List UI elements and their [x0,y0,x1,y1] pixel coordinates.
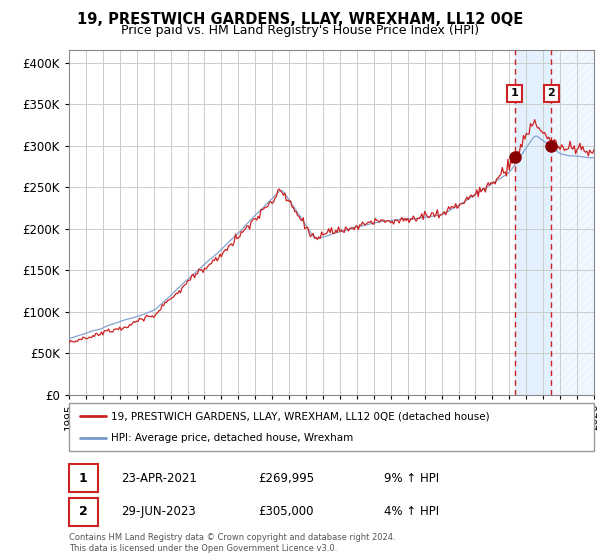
Text: 19, PRESTWICH GARDENS, LLAY, WREXHAM, LL12 0QE (detached house): 19, PRESTWICH GARDENS, LLAY, WREXHAM, LL… [111,411,490,421]
Text: Price paid vs. HM Land Registry's House Price Index (HPI): Price paid vs. HM Land Registry's House … [121,24,479,36]
Text: 4% ↑ HPI: 4% ↑ HPI [384,505,439,519]
Bar [515,50,551,395]
Text: 23-APR-2021: 23-APR-2021 [121,472,197,485]
Text: 2: 2 [548,88,556,99]
Text: 29-JUN-2023: 29-JUN-2023 [121,505,196,519]
Text: 2: 2 [79,505,88,519]
Text: 19, PRESTWICH GARDENS, LLAY, WREXHAM, LL12 0QE: 19, PRESTWICH GARDENS, LLAY, WREXHAM, LL… [77,12,523,27]
Text: Contains HM Land Registry data © Crown copyright and database right 2024.
This d: Contains HM Land Registry data © Crown c… [69,533,395,553]
Text: 1: 1 [511,88,518,99]
Text: £305,000: £305,000 [258,505,314,519]
Bar [551,50,600,395]
FancyBboxPatch shape [69,498,98,526]
Text: HPI: Average price, detached house, Wrexham: HPI: Average price, detached house, Wrex… [111,433,353,443]
Text: 1: 1 [79,472,88,485]
Text: 9% ↑ HPI: 9% ↑ HPI [384,472,439,485]
FancyBboxPatch shape [69,464,98,492]
Text: £269,995: £269,995 [258,472,314,485]
